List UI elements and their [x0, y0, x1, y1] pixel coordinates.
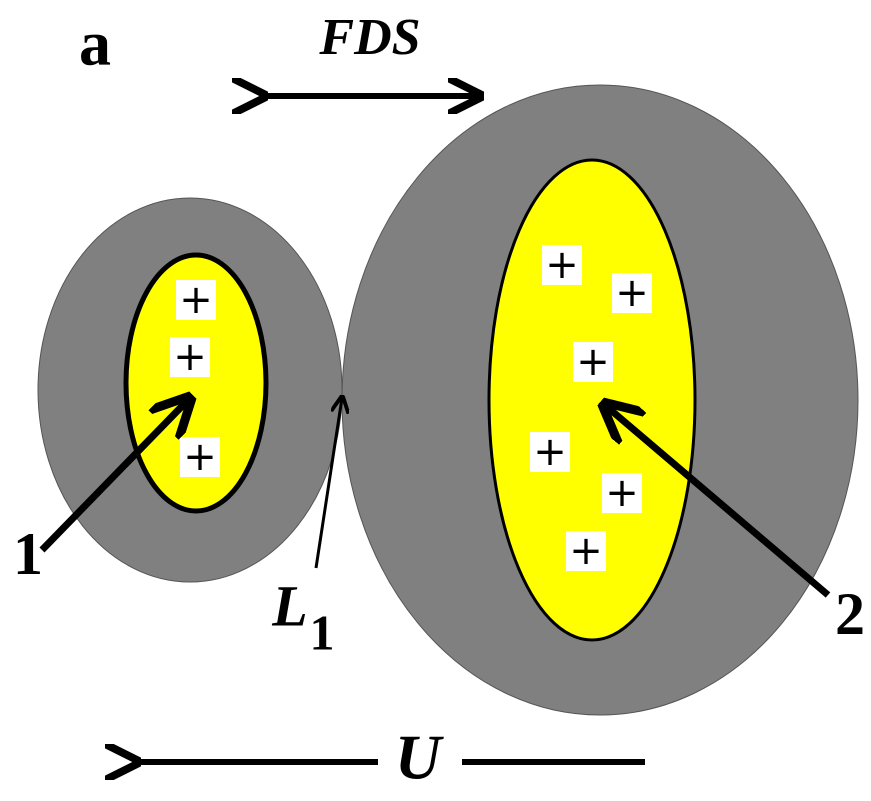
panel-label: a — [79, 8, 111, 79]
contact-label: L — [271, 573, 307, 638]
charge-sign: + — [545, 242, 579, 288]
charge-sign: + — [615, 270, 649, 316]
charge-sign: + — [576, 339, 610, 385]
charge-sign: + — [179, 277, 213, 323]
velocity-label: U — [395, 722, 444, 793]
left-cell-label: 1 — [13, 521, 43, 587]
charge-sign: + — [605, 470, 639, 516]
right-cell-label: 2 — [835, 581, 865, 647]
page: +++++++++ a FDS 1 2 L 1 U (() => { const… — [0, 0, 871, 801]
contact-label-subscript: 1 — [310, 604, 335, 660]
charge-sign: + — [533, 429, 567, 475]
charge-sign: + — [173, 334, 207, 380]
force-label: FDS — [318, 9, 420, 66]
charge-sign: + — [183, 434, 217, 480]
diagram: +++++++++ a FDS 1 2 L 1 U — [0, 0, 871, 801]
charge-sign: + — [569, 528, 603, 574]
